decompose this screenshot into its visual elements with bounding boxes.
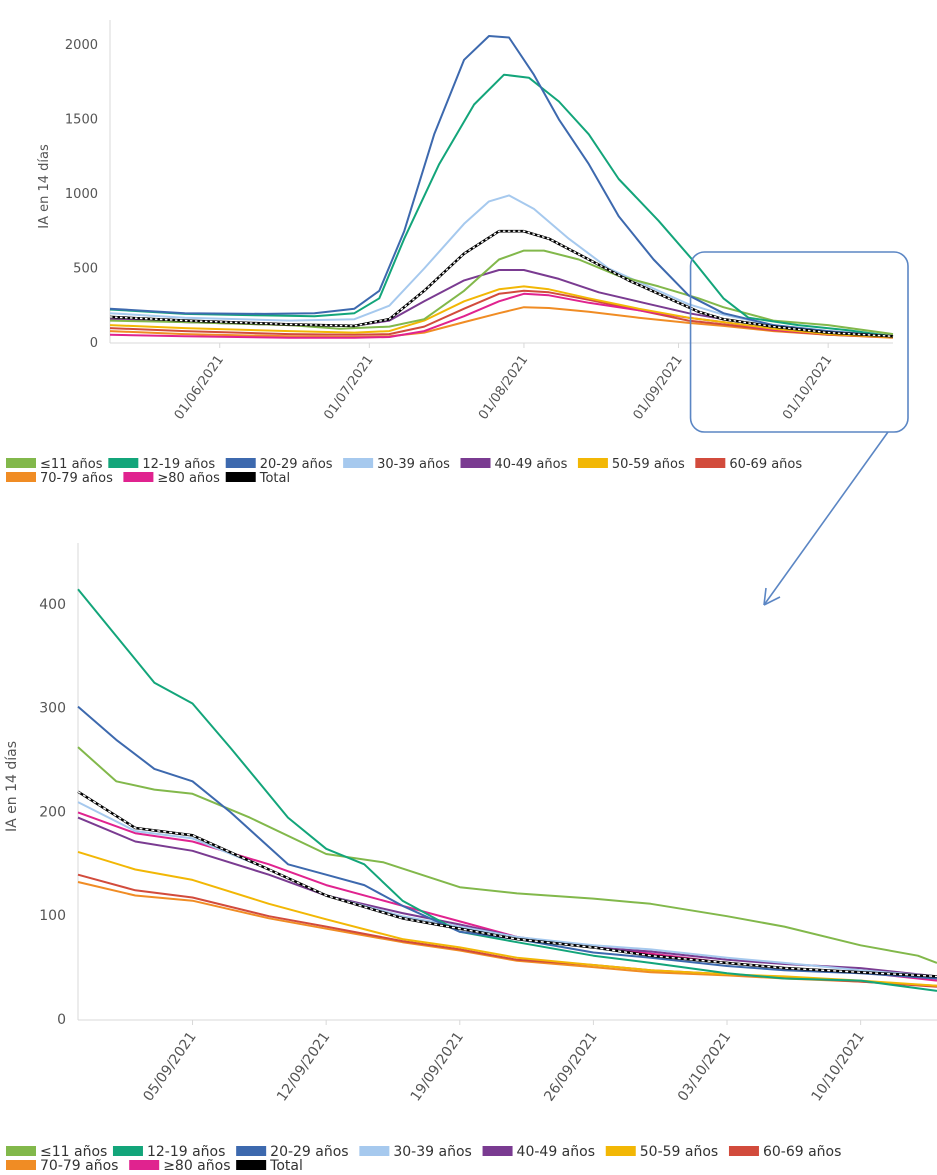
- legend-label-ge80: ≥80 años: [157, 471, 220, 486]
- series-line-le11: [77, 746, 937, 964]
- chart-zoomed: 0 100 200 300 400 IA en 14 días 05/09/2021 12/0…: [4, 543, 937, 1174]
- y-tick-label: 0: [90, 336, 98, 351]
- legend-swatch-le11: [6, 458, 36, 468]
- x-tick-label: 10/10/2021: [809, 1029, 868, 1104]
- series-line-a70_79: [109, 306, 894, 339]
- legend-swatch-a12_19: [108, 458, 139, 468]
- legend-label-a50_59: 50-59 años: [612, 457, 685, 472]
- legend-label-a20_29: 20-29 años: [260, 457, 333, 472]
- zoom-indicator: [689, 251, 909, 606]
- zoomed-legend: ≤11 años 12-19 años 20-29 años 30-39 años 40…: [6, 1144, 841, 1174]
- legend-label-le11: ≤11 años: [40, 457, 103, 472]
- legend-label-a40_49: 40-49 años: [495, 457, 568, 472]
- x-tick-label: 12/09/2021: [274, 1029, 333, 1104]
- series-line-a50_59: [77, 850, 937, 987]
- x-tick-label: 05/09/2021: [140, 1029, 199, 1104]
- legend-label-total: Total: [269, 1158, 303, 1171]
- legend-label-a40_49: 40-49 años: [517, 1144, 595, 1160]
- series-line-a60_69: [109, 289, 894, 339]
- legend-swatch-a50_59: [605, 1146, 636, 1156]
- y-axis-label: IA en 14 días: [4, 741, 20, 832]
- legend-label-a50_59: 50-59 años: [640, 1144, 718, 1160]
- chart-overview: 0 500 1000 1500 2000 IA en 14 días 01/06/2021 0…: [6, 20, 894, 486]
- x-tick-label: 26/09/2021: [541, 1029, 600, 1104]
- legend-label-ge80: ≥80 años: [163, 1158, 230, 1171]
- series-line-a20_29: [109, 35, 894, 338]
- overview-series: [109, 35, 894, 339]
- legend-swatch-a60_69: [695, 458, 726, 468]
- legend-swatch-a40_49: [460, 458, 491, 468]
- x-tick-label: 01/06/2021: [172, 353, 227, 423]
- y-tick-label: 2000: [65, 38, 98, 53]
- series-line-a12_19: [77, 588, 937, 992]
- legend-swatch-a20_29: [236, 1146, 267, 1156]
- overview-legend: ≤11 años 12-19 años 20-29 años 30-39 años 40…: [6, 457, 802, 486]
- legend-swatch-a50_59: [577, 458, 608, 468]
- legend-swatch-a20_29: [225, 458, 256, 468]
- legend-swatch-a70_79: [6, 1160, 36, 1170]
- legend-swatch-ge80: [129, 1160, 160, 1170]
- x-tick-label: 19/09/2021: [408, 1029, 467, 1104]
- y-axis-label: IA en 14 días: [37, 144, 52, 229]
- zoom-arrow-head: [763, 587, 781, 606]
- legend-swatch-a70_79: [6, 472, 36, 482]
- legend-label-a70_79: 70-79 años: [40, 1158, 118, 1171]
- y-tick-label: 400: [39, 597, 66, 613]
- y-tick-label: 0: [57, 1012, 66, 1028]
- series-line-le11: [109, 249, 894, 336]
- y-tick-label: 100: [39, 908, 66, 924]
- legend-swatch-a40_49: [482, 1146, 513, 1156]
- series-line-a40_49: [77, 816, 937, 978]
- series-line-a30_39: [77, 801, 937, 978]
- legend-label-total: Total: [259, 471, 290, 486]
- legend-label-a70_79: 70-79 años: [40, 471, 113, 486]
- legend-label-a12_19: 12-19 años: [142, 457, 215, 472]
- series-line-a50_59: [109, 285, 894, 338]
- y-tick-label: 200: [39, 804, 66, 820]
- legend-swatch-le11: [6, 1146, 36, 1156]
- x-tick-label: 01/10/2021: [780, 353, 835, 423]
- zoomed-series: [77, 588, 937, 992]
- zoomed-axes: 0 100 200 300 400 IA en 14 días 05/09/2021 12/0…: [4, 543, 937, 1104]
- overview-axes: 0 500 1000 1500 2000 IA en 14 días 01/06/2021 0…: [37, 20, 893, 423]
- x-tick-label: 01/08/2021: [476, 353, 531, 423]
- legend-label-a60_69: 60-69 años: [763, 1144, 841, 1160]
- legend-swatch-a60_69: [728, 1146, 759, 1156]
- legend-swatch-total: [236, 1160, 267, 1170]
- zoom-box: [689, 251, 909, 433]
- series-line-total: [77, 791, 937, 978]
- legend-label-a60_69: 60-69 años: [729, 457, 802, 472]
- y-tick-label: 500: [73, 261, 98, 276]
- series-line-total-base: [109, 229, 894, 338]
- y-tick-label: 300: [39, 701, 66, 717]
- legend-label-a30_39: 30-39 años: [377, 457, 450, 472]
- legend-swatch-a12_19: [112, 1146, 143, 1156]
- legend-swatch-a30_39: [359, 1146, 390, 1156]
- legend-swatch-a30_39: [343, 458, 374, 468]
- x-tick-label: 01/07/2021: [321, 353, 376, 423]
- legend-label-le11: ≤11 años: [40, 1144, 107, 1160]
- y-tick-label: 1000: [65, 187, 98, 202]
- legend-swatch-total: [225, 472, 256, 482]
- x-tick-label: 03/10/2021: [675, 1029, 734, 1104]
- series-line-a20_29: [77, 705, 937, 980]
- series-line-a12_19: [109, 73, 894, 338]
- legend-label-a12_19: 12-19 años: [147, 1144, 225, 1160]
- series-line-a30_39: [109, 194, 894, 338]
- zoom-arrow-shaft: [763, 431, 889, 606]
- x-tick-label: 01/09/2021: [631, 353, 686, 423]
- legend-label-a30_39: 30-39 años: [393, 1144, 471, 1160]
- legend-swatch-ge80: [123, 472, 154, 482]
- y-tick-label: 1500: [65, 112, 98, 127]
- legend-label-a20_29: 20-29 años: [270, 1144, 348, 1160]
